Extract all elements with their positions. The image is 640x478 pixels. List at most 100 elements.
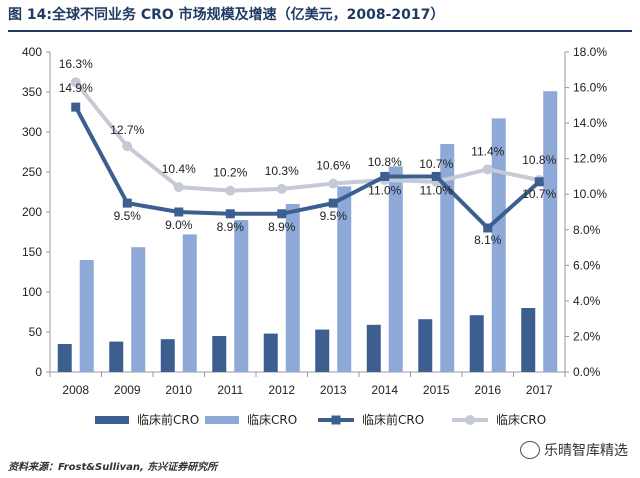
x-tick-label: 2012 — [268, 383, 295, 397]
line-preclinical — [73, 106, 541, 230]
right-tick-label: 10.0% — [573, 187, 607, 201]
point-clinical — [328, 178, 339, 189]
point-preclinical — [277, 209, 287, 219]
left-tick-label: 250 — [22, 165, 42, 179]
data-label-clinical: 10.8% — [368, 155, 402, 169]
data-label-preclinical: 14.9% — [59, 81, 93, 95]
x-tick-label: 2011 — [217, 383, 243, 397]
point-clinical — [70, 77, 81, 88]
x-tick-label: 2013 — [320, 383, 347, 397]
legend-label: 临床CRO — [247, 413, 297, 427]
bar-preclinical — [263, 333, 278, 372]
legend-label: 临床前CRO — [137, 412, 199, 427]
bar-clinical — [543, 91, 558, 372]
left-tick-label: 350 — [22, 85, 42, 99]
data-label-preclinical: 9.0% — [165, 218, 193, 232]
left-tick-label: 300 — [22, 125, 42, 139]
data-label-clinical: 10.8% — [522, 153, 556, 167]
bar-clinical — [131, 247, 146, 372]
point-clinical — [276, 183, 287, 194]
line-clinical — [74, 80, 540, 193]
data-label-clinical: 10.6% — [316, 159, 350, 173]
data-label-preclinical: 8.9% — [217, 220, 245, 234]
right-tick-label: 2.0% — [573, 329, 601, 343]
point-preclinical — [174, 207, 184, 217]
bar-clinical — [79, 260, 94, 372]
point-clinical — [173, 182, 184, 193]
right-tick-label: 18.0% — [573, 45, 607, 59]
x-tick-label: 2009 — [114, 383, 141, 397]
left-tick-label: 50 — [29, 325, 43, 339]
left-tick-label: 400 — [22, 45, 42, 59]
legend-swatch — [95, 416, 129, 424]
left-tick-label: 100 — [22, 285, 42, 299]
source-note: 资料来源：Frost&Sullivan, 东兴证券研究所 — [8, 462, 218, 473]
right-tick-label: 6.0% — [573, 258, 601, 272]
legend-label: 临床CRO — [496, 413, 546, 427]
chart-title: 图 14:全球不同业务 CRO 市场规模及增速（亿美元，2008-2017） — [8, 7, 445, 23]
point-clinical — [482, 164, 493, 175]
x-tick-label: 2008 — [62, 383, 89, 397]
legend-marker — [331, 415, 341, 425]
left-tick-label: 150 — [22, 245, 42, 259]
bar-preclinical — [57, 344, 72, 372]
bar-preclinical — [418, 319, 433, 372]
x-tick-label: 2014 — [371, 383, 398, 397]
data-label-preclinical: 8.9% — [268, 220, 296, 234]
bar-clinical — [182, 234, 197, 372]
watermark: 乐晴智库精选 — [520, 440, 628, 460]
left-tick-label: 200 — [22, 205, 42, 219]
right-tick-label: 4.0% — [573, 294, 601, 308]
point-clinical — [225, 185, 236, 196]
x-tick-label: 2015 — [423, 383, 450, 397]
data-label-preclinical: 9.5% — [114, 209, 142, 223]
data-label-preclinical: 11.0% — [368, 183, 401, 197]
data-label-clinical: 16.3% — [59, 57, 93, 71]
point-clinical — [122, 141, 133, 152]
wechat-icon — [520, 441, 540, 459]
watermark-text: 乐晴智库精选 — [544, 443, 628, 459]
point-preclinical — [534, 177, 544, 187]
right-tick-label: 12.0% — [573, 152, 607, 166]
data-label-clinical: 11.4% — [471, 144, 504, 158]
data-label-preclinical: 9.5% — [320, 209, 348, 223]
title-divider — [8, 30, 632, 32]
legend-label: 临床前CRO — [362, 412, 424, 427]
data-label-clinical: 10.4% — [162, 162, 196, 176]
data-label-clinical: 12.7% — [110, 123, 144, 137]
point-preclinical — [431, 171, 441, 181]
left-tick-label: 0 — [35, 365, 42, 379]
data-label-clinical: 10.3% — [265, 164, 299, 178]
legend-swatch — [205, 416, 239, 424]
x-tick-label: 2017 — [526, 383, 553, 397]
point-preclinical — [122, 198, 132, 208]
x-tick-label: 2016 — [474, 383, 501, 397]
x-tick-label: 2010 — [165, 383, 192, 397]
point-preclinical — [71, 102, 81, 112]
bar-clinical — [285, 204, 300, 372]
bar-clinical — [388, 166, 403, 372]
data-label-clinical: 10.2% — [213, 166, 247, 180]
bar-clinical — [491, 118, 506, 373]
bar-preclinical — [315, 329, 330, 372]
data-label-preclinical: 8.1% — [474, 233, 502, 247]
right-tick-label: 16.0% — [573, 81, 607, 95]
data-label-clinical: 10.7% — [419, 157, 453, 171]
bar-preclinical — [469, 315, 484, 372]
bar-preclinical — [160, 339, 175, 372]
legend-marker — [465, 415, 475, 425]
bar-preclinical — [366, 324, 381, 372]
data-label-preclinical: 10.7% — [522, 187, 556, 201]
right-tick-label: 14.0% — [573, 116, 607, 130]
bar-preclinical — [212, 336, 227, 372]
bar-clinical — [337, 186, 352, 372]
right-tick-label: 8.0% — [573, 223, 601, 237]
right-tick-label: 0.0% — [573, 365, 601, 379]
bar-preclinical — [521, 308, 536, 372]
point-preclinical — [380, 171, 390, 181]
point-preclinical — [225, 209, 235, 219]
point-preclinical — [483, 223, 493, 233]
bar-preclinical — [109, 341, 124, 372]
data-label-preclinical: 11.0% — [420, 183, 453, 197]
